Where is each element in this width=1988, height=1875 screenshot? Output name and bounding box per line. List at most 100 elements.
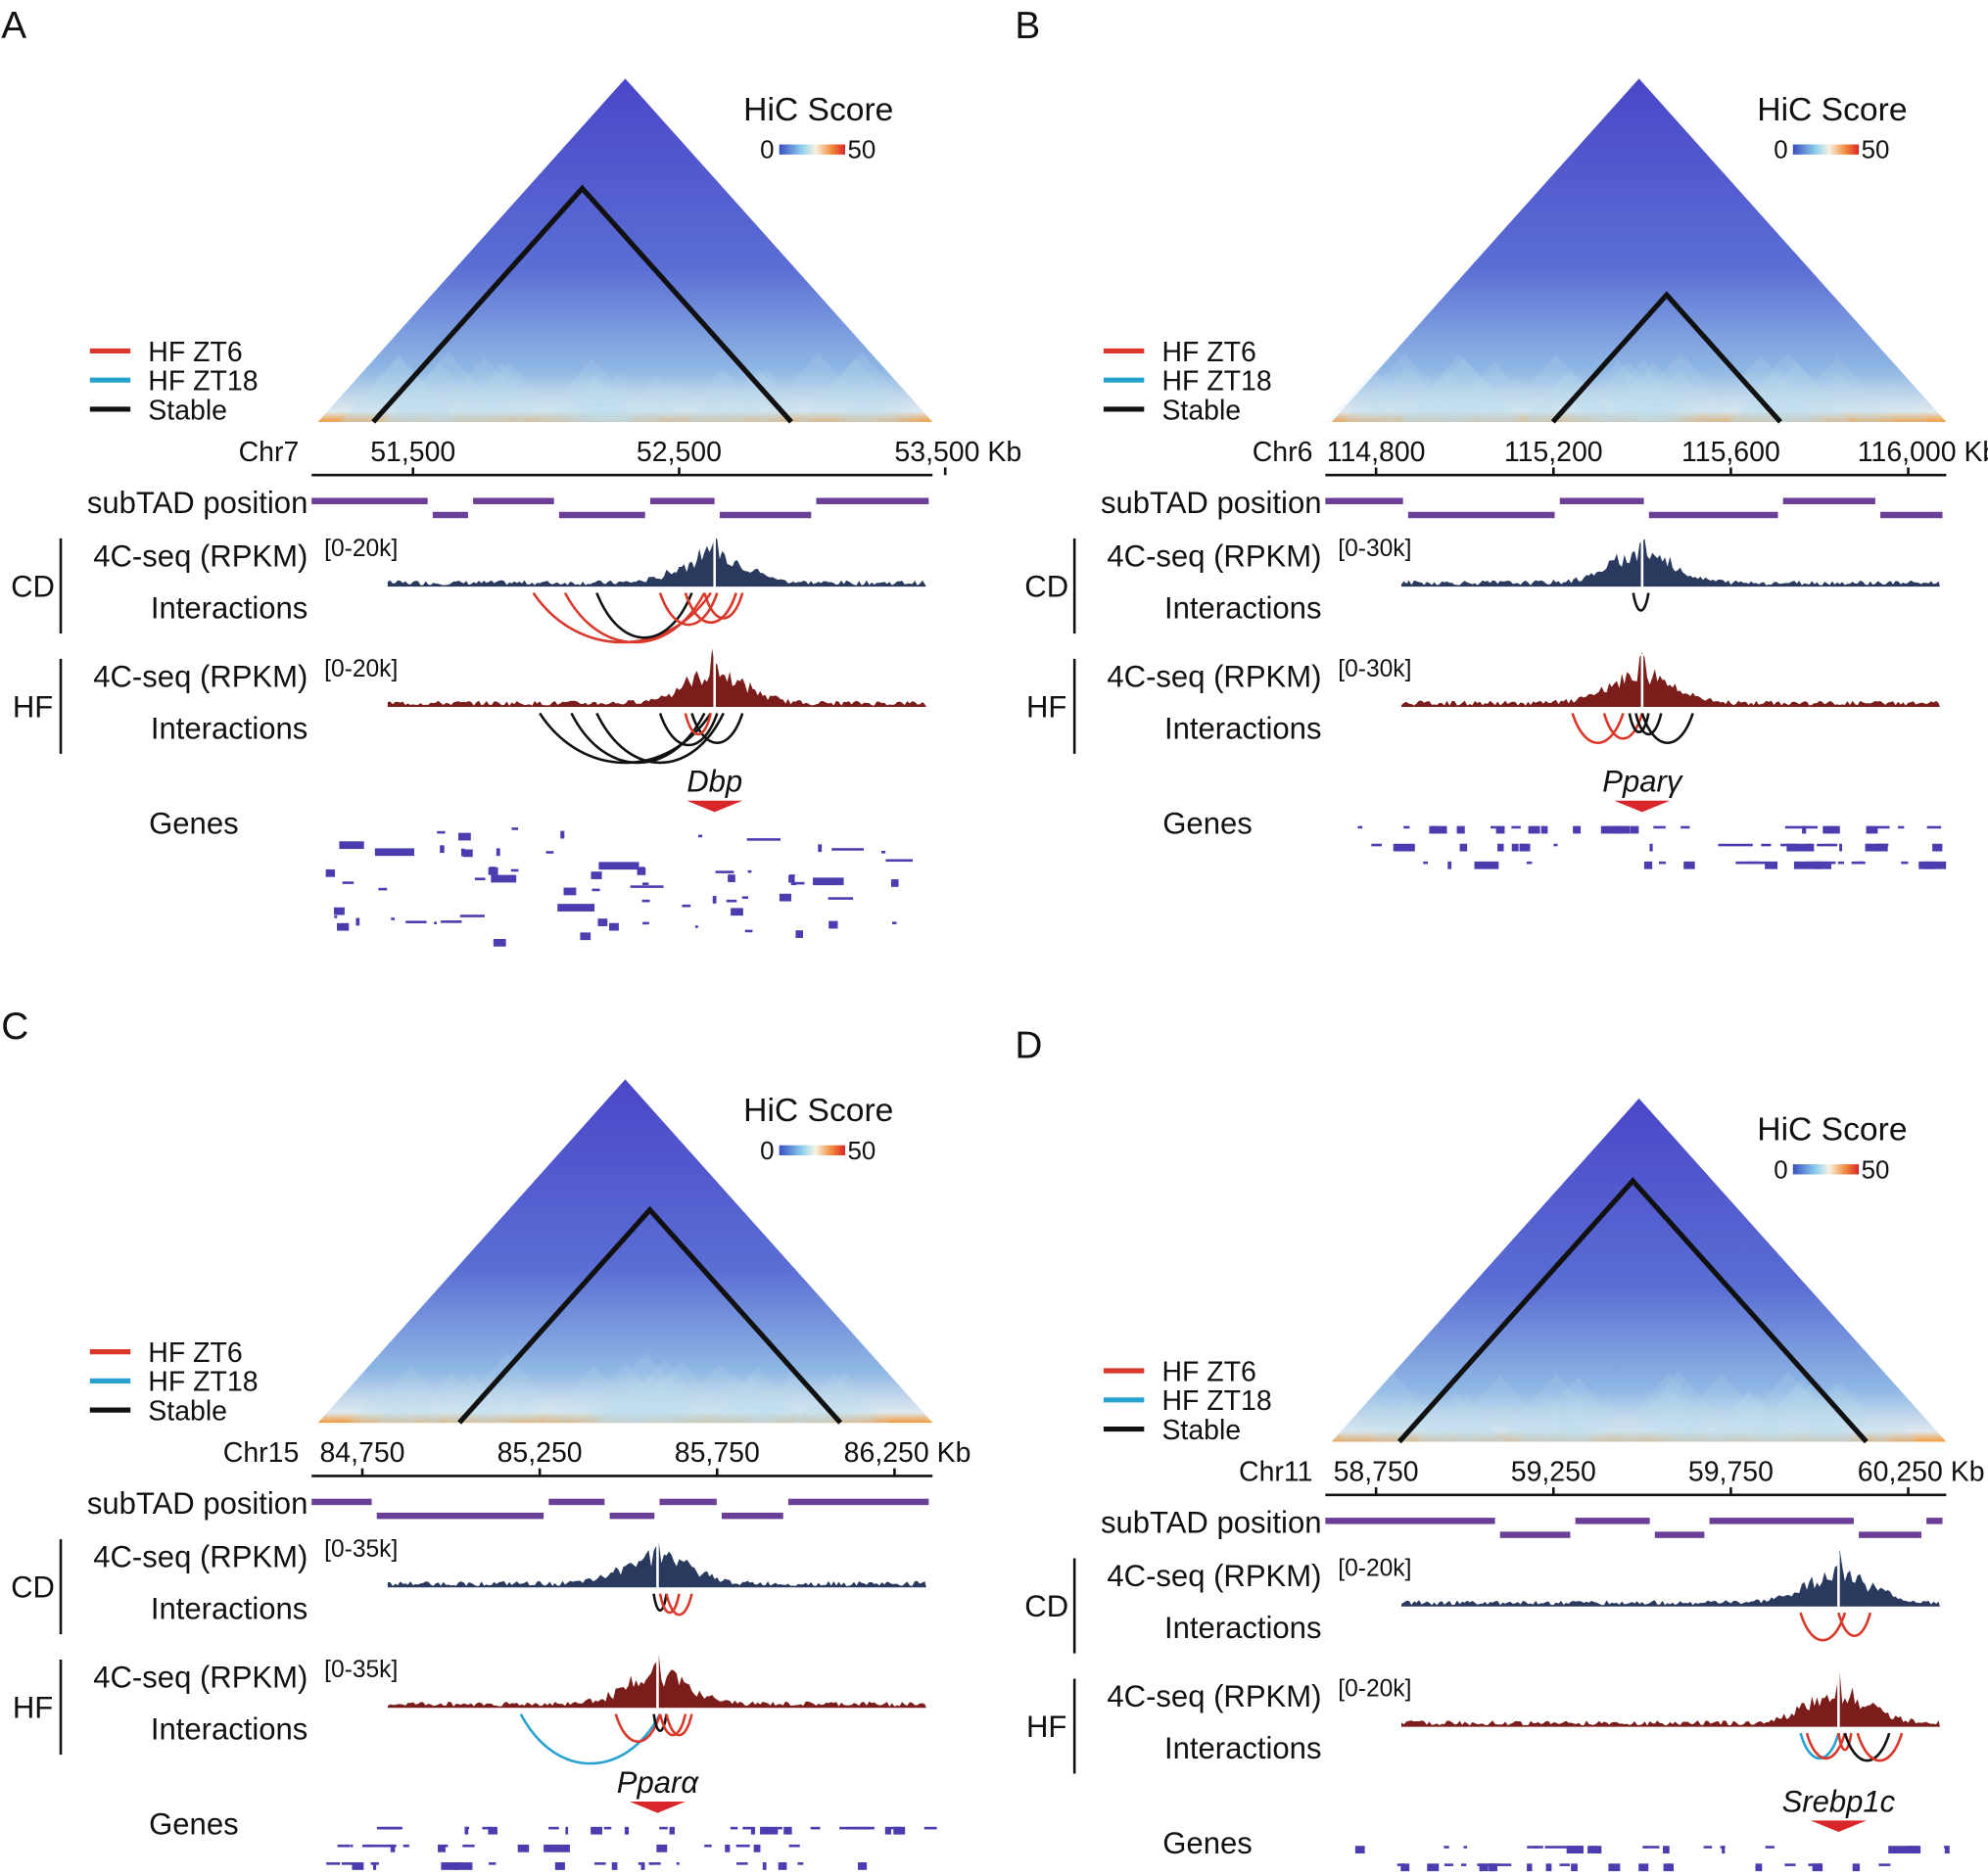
interaction-arc (595, 592, 693, 639)
hic-subdomain (468, 389, 528, 422)
gene-model (1357, 825, 1363, 829)
gene-model (1444, 1846, 1449, 1849)
gene-model (325, 868, 336, 877)
gene-model (1765, 1846, 1775, 1849)
hic-subdomain (585, 1400, 626, 1424)
interactions-label: Interactions (1164, 1611, 1322, 1645)
gene-model (441, 1862, 473, 1870)
gene-model (352, 1862, 364, 1870)
tad-outline (371, 184, 793, 424)
gene-model (783, 1826, 792, 1835)
genes-label: Genes (1162, 1826, 1252, 1860)
gene-model (885, 859, 913, 863)
hic-subdomain (1855, 381, 1929, 422)
subtad-bar (473, 497, 554, 504)
hic-subdomain (347, 1384, 415, 1424)
hic-subdomain (358, 1365, 463, 1424)
hic-subdomain (377, 1385, 443, 1424)
hic-subdomain (1440, 1375, 1560, 1442)
interaction-arc (1640, 713, 1694, 744)
hic-subdomain (1779, 356, 1896, 422)
hic-subdomain (1704, 1392, 1792, 1442)
colorbar (779, 1145, 845, 1156)
hic-subdomain (1539, 1402, 1610, 1442)
gene-model (1653, 825, 1666, 829)
signal-label: 4C-seq (RPKM) (93, 539, 308, 573)
gene-model (474, 877, 486, 881)
axis-tick-label: 59,750 (1688, 1457, 1774, 1488)
subtad-bar (548, 1498, 605, 1506)
gene-model (1642, 1846, 1647, 1849)
subtad-bar (1648, 511, 1778, 519)
gene-model (731, 908, 743, 916)
signal-label: 4C-seq (RPKM) (93, 659, 308, 693)
gene-model (1822, 825, 1831, 834)
gene-model (1784, 1863, 1796, 1866)
hic-subdomain (1422, 391, 1477, 422)
gene-model (704, 1844, 712, 1848)
gene-model (1888, 1846, 1921, 1854)
gene-model (659, 1826, 668, 1830)
gene-model (813, 877, 844, 886)
gene-model (1573, 825, 1582, 834)
interactions-label: Interactions (1164, 1731, 1322, 1765)
hic-subdomain (693, 1375, 781, 1424)
axis-tick-label: 52,500 (637, 437, 722, 468)
hic-subdomain (790, 1373, 880, 1424)
gene-model (697, 834, 703, 838)
gene-model (1922, 861, 1936, 869)
hic-subdomain (575, 396, 622, 422)
gene-model (1540, 825, 1548, 834)
hic-map (1331, 1098, 1947, 1442)
gene-model (1371, 843, 1383, 847)
hic-subdomain (636, 380, 711, 422)
colorbar-min: 0 (1774, 1156, 1787, 1184)
gene-model (725, 1844, 731, 1852)
hic-subdomain (1633, 370, 1726, 422)
range-label: [0-20k] (1338, 1676, 1411, 1703)
hic-subdomain (1415, 1394, 1501, 1442)
hic-subdomain (550, 376, 634, 422)
gene-model (337, 1844, 351, 1848)
legend-label: HF ZT18 (148, 366, 258, 398)
subtad-bar (609, 1512, 655, 1520)
hic-subdomain (400, 389, 458, 422)
gene-model (637, 867, 646, 875)
gene-model (1497, 843, 1504, 852)
range-label: [0-30k] (1338, 536, 1411, 562)
hic-subdomain (388, 388, 449, 422)
gene-model (880, 850, 886, 854)
hic-subdomain (1619, 352, 1743, 422)
gene-model (482, 1826, 492, 1830)
hic-subdomain (751, 1380, 828, 1424)
gene-model (890, 1826, 900, 1830)
gene-model (1901, 861, 1909, 865)
hic-subdomain (456, 1395, 505, 1424)
gene-model (1354, 1846, 1365, 1854)
gene-model (762, 1862, 767, 1870)
gene-model (778, 1862, 787, 1870)
interaction-arc (658, 592, 719, 627)
condition-label: HF (1026, 689, 1066, 724)
gene-model (1544, 1846, 1570, 1849)
interaction-arc (570, 712, 706, 765)
colorbar-max: 50 (1862, 1156, 1890, 1184)
legend-label: Stable (148, 1395, 227, 1427)
hic-subdomain (1414, 1407, 1477, 1442)
hic-subdomain (1772, 398, 1815, 422)
hic-subdomain (1451, 1413, 1502, 1442)
gene-model (831, 848, 865, 851)
interactions-label: Interactions (151, 711, 308, 745)
hic-subdomain (797, 357, 913, 422)
gene-model (728, 874, 735, 882)
gene-model (1666, 1863, 1672, 1866)
gene-model (795, 930, 804, 938)
gene-model (1898, 825, 1905, 829)
hic-score-title: HiC Score (743, 1093, 893, 1129)
gene-name: Pparα (617, 1765, 700, 1800)
hic-subdomain (1574, 360, 1683, 422)
axis-tick-label: 85,250 (497, 1437, 583, 1469)
colorbar-max: 50 (848, 137, 876, 164)
gene-model (496, 848, 500, 857)
